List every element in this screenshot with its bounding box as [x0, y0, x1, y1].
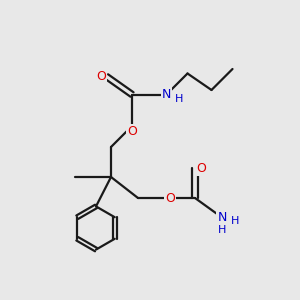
Text: O: O [127, 125, 137, 138]
Text: O: O [96, 70, 106, 83]
Text: O: O [166, 191, 175, 205]
Text: H: H [218, 225, 226, 235]
Text: N: N [217, 211, 227, 224]
Text: N: N [162, 88, 171, 101]
Text: H: H [230, 216, 239, 226]
Text: H: H [175, 94, 183, 104]
Text: O: O [197, 161, 206, 175]
